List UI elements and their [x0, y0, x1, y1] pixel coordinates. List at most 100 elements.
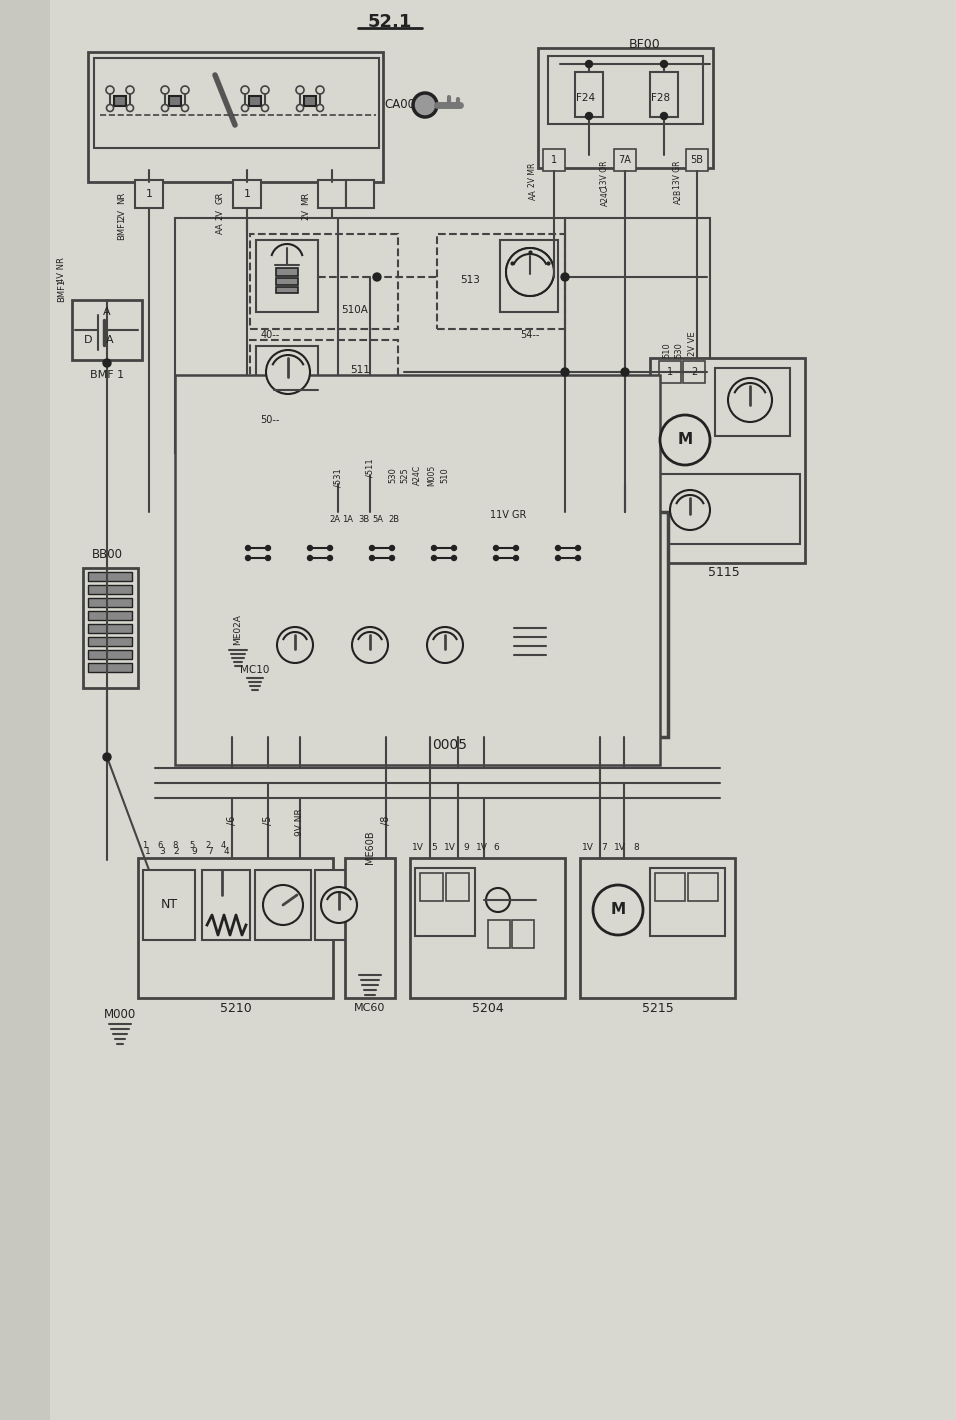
Text: 4: 4: [223, 848, 228, 856]
Bar: [169, 97, 181, 106]
Text: 13V OR: 13V OR: [600, 160, 610, 189]
Bar: [135, 180, 163, 207]
Bar: [345, 621, 395, 670]
Text: MR: MR: [301, 192, 311, 204]
Text: 52.1: 52.1: [368, 13, 412, 31]
Text: 2V: 2V: [118, 210, 126, 220]
Circle shape: [277, 628, 313, 663]
Circle shape: [576, 545, 580, 551]
Bar: [575, 72, 603, 116]
Bar: [318, 180, 346, 207]
Bar: [543, 149, 565, 170]
Text: 4V NR: 4V NR: [57, 257, 67, 283]
Bar: [688, 873, 718, 902]
Bar: [420, 621, 470, 670]
Circle shape: [585, 61, 593, 68]
Text: 7: 7: [601, 843, 607, 852]
Bar: [88, 585, 132, 594]
Bar: [715, 368, 790, 436]
Circle shape: [593, 885, 643, 934]
Circle shape: [352, 628, 388, 663]
Bar: [315, 870, 363, 940]
Text: /5: /5: [263, 815, 273, 825]
Bar: [250, 234, 398, 329]
Text: /531: /531: [334, 469, 342, 487]
Bar: [88, 623, 132, 633]
Text: 1V: 1V: [476, 843, 488, 852]
Bar: [114, 97, 126, 106]
Circle shape: [266, 545, 271, 551]
Text: GR: GR: [215, 192, 225, 204]
Circle shape: [561, 368, 569, 376]
Circle shape: [308, 555, 313, 561]
Text: 2: 2: [691, 366, 697, 376]
Text: 7A: 7A: [619, 155, 631, 165]
Circle shape: [389, 555, 395, 561]
Text: 1: 1: [667, 366, 673, 376]
Text: 511: 511: [350, 365, 370, 375]
Bar: [420, 873, 443, 902]
Circle shape: [126, 105, 134, 112]
Text: /8: /8: [381, 815, 391, 825]
Text: 1: 1: [551, 155, 557, 165]
Circle shape: [670, 490, 710, 530]
Circle shape: [246, 545, 250, 551]
Circle shape: [728, 378, 772, 422]
Circle shape: [106, 105, 114, 112]
Circle shape: [162, 105, 168, 112]
Text: 510A: 510A: [341, 305, 368, 315]
Text: BB00: BB00: [92, 548, 122, 561]
Circle shape: [328, 555, 333, 561]
Bar: [505, 621, 555, 670]
Text: 1: 1: [145, 848, 151, 856]
Circle shape: [451, 555, 457, 561]
Text: M000: M000: [104, 1008, 136, 1021]
Bar: [228, 513, 668, 737]
Circle shape: [182, 105, 188, 112]
Bar: [233, 180, 261, 207]
Text: 3: 3: [159, 848, 164, 856]
Bar: [659, 361, 681, 383]
Circle shape: [513, 545, 518, 551]
Text: 1A: 1A: [342, 515, 354, 524]
Text: 5B: 5B: [690, 155, 704, 165]
Bar: [143, 870, 195, 940]
Circle shape: [661, 112, 667, 119]
Circle shape: [316, 105, 323, 112]
Text: 1V: 1V: [614, 843, 626, 852]
Text: 1: 1: [142, 841, 147, 849]
Text: 8: 8: [172, 841, 178, 849]
Circle shape: [373, 273, 381, 281]
Circle shape: [431, 555, 437, 561]
Bar: [304, 97, 316, 106]
Bar: [446, 873, 469, 902]
Text: AA: AA: [529, 190, 537, 200]
Bar: [276, 287, 298, 293]
Circle shape: [427, 628, 463, 663]
Bar: [548, 55, 703, 124]
Circle shape: [321, 888, 357, 923]
Bar: [538, 48, 713, 168]
Circle shape: [431, 545, 437, 551]
Bar: [175, 219, 710, 453]
Text: 5210: 5210: [220, 1001, 251, 1014]
Circle shape: [661, 61, 667, 68]
Bar: [580, 858, 735, 998]
Text: 9: 9: [463, 843, 468, 852]
Circle shape: [370, 555, 375, 561]
Circle shape: [106, 87, 114, 94]
Text: 54--: 54--: [520, 329, 540, 339]
Circle shape: [246, 555, 250, 561]
Bar: [410, 858, 565, 998]
Bar: [138, 858, 333, 998]
Circle shape: [621, 368, 629, 376]
Text: 2V VE: 2V VE: [688, 332, 698, 356]
Bar: [686, 149, 708, 170]
Text: ME60B: ME60B: [365, 831, 375, 863]
Text: 1V: 1V: [582, 843, 594, 852]
Text: 7: 7: [207, 848, 213, 856]
Circle shape: [660, 415, 710, 464]
Circle shape: [103, 753, 111, 761]
Text: 5204: 5204: [472, 1001, 504, 1014]
Text: 5A: 5A: [373, 515, 383, 524]
